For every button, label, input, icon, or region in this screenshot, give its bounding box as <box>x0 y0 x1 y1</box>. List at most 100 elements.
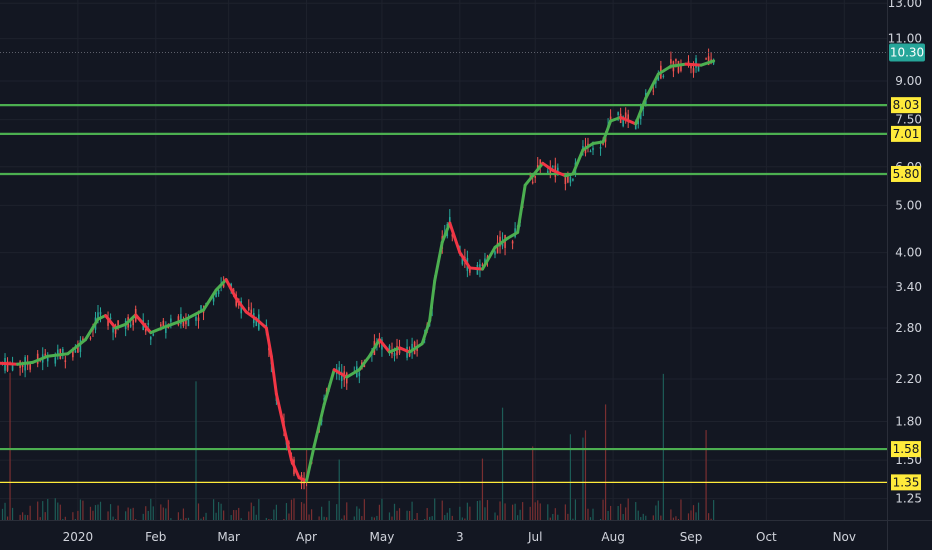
time-tick-label: Jul <box>527 530 542 544</box>
volume-bar <box>557 514 559 520</box>
volume-bar <box>338 459 340 520</box>
volume-bar <box>230 515 232 520</box>
volume-bar <box>670 509 672 520</box>
volume-bar <box>494 512 496 520</box>
volume-bar <box>479 500 481 520</box>
volume-bar <box>147 510 149 520</box>
volume-bar <box>64 516 66 520</box>
price-axis[interactable] <box>887 0 932 550</box>
volume-bar <box>640 517 642 520</box>
last-price-tag <box>889 43 925 62</box>
ma-segment <box>0 361 20 366</box>
volume-bar <box>37 501 39 520</box>
volume-bar <box>446 512 448 520</box>
price-tick-label: 4.00 <box>895 246 922 260</box>
volume-bar <box>414 519 416 520</box>
volume-bar <box>572 518 574 520</box>
volume-bar <box>534 502 536 520</box>
price-tick-label: 7.50 <box>895 113 922 127</box>
volume-bar <box>268 519 270 520</box>
ma-segment <box>516 183 527 234</box>
volume-bar <box>391 516 393 520</box>
volume-bar <box>165 508 167 520</box>
volume-bar <box>132 507 134 520</box>
volume-bar <box>223 510 225 520</box>
ma-segment <box>377 338 391 354</box>
volume-bar <box>426 508 428 520</box>
volume-bar <box>150 498 152 520</box>
ma-segment <box>357 354 371 372</box>
volume-bar <box>486 500 489 520</box>
time-tick-label: Feb <box>145 530 166 544</box>
price-tick-label: 13.00 <box>888 0 922 10</box>
ma-segment <box>448 221 462 255</box>
ma-segment <box>114 322 128 330</box>
volume-bar <box>77 510 79 520</box>
volume-bar <box>89 506 92 520</box>
volume-bar <box>589 517 592 520</box>
ma-segment <box>305 444 316 483</box>
volume-bar <box>675 516 677 520</box>
volume-bar <box>195 381 197 520</box>
volume-bar <box>416 513 418 520</box>
ma-segment <box>322 368 336 407</box>
volume-bar <box>9 372 11 520</box>
volume-bar <box>275 504 278 520</box>
ma-segment <box>684 62 703 67</box>
volume-bar <box>461 517 463 520</box>
time-tick-label: 2020 <box>63 530 94 544</box>
volume-bar <box>283 519 285 520</box>
ma-segment <box>669 62 688 68</box>
ma-segment <box>619 115 638 126</box>
time-axis-ticks[interactable]: 2020 Feb Mar Apr May 3 Jul Aug Sep Oct Nov <box>63 530 856 544</box>
volume-bar <box>303 503 305 520</box>
volume-bar <box>142 513 144 520</box>
volume-bar <box>202 516 205 520</box>
ma-segment <box>104 314 118 330</box>
ma-segment <box>202 288 218 312</box>
volume-bar <box>625 507 627 520</box>
volume-bar <box>657 500 659 520</box>
ma-segment <box>83 317 100 342</box>
volume-bar <box>564 504 566 520</box>
volume-bar <box>713 500 715 520</box>
volume-bar <box>180 518 182 520</box>
price-axis-tags: 8.03 7.01 5.80 1.58 1.35 10.30 <box>889 43 925 491</box>
volume-bar <box>310 509 313 520</box>
horizontal-levels[interactable] <box>0 104 887 483</box>
volume-bar <box>371 516 373 520</box>
price-tick-label: 2.80 <box>895 321 922 335</box>
ma-segment <box>480 245 497 271</box>
volume-bar <box>125 511 127 520</box>
volume-bar <box>449 508 451 520</box>
ma-segment <box>367 338 381 358</box>
volume-bar <box>692 505 695 520</box>
volume-bar <box>431 516 433 520</box>
volume-bar <box>4 502 6 520</box>
volume-bar <box>376 515 378 520</box>
volume-bar <box>130 508 132 520</box>
volume-bar <box>604 404 607 520</box>
volume-bar <box>205 512 207 520</box>
ma-segment <box>581 141 595 152</box>
volume-bar <box>152 506 154 520</box>
ma-segment <box>149 325 168 335</box>
volume-bar <box>464 518 466 520</box>
volume-bar <box>609 505 612 520</box>
volume-bar <box>250 502 252 520</box>
level-tag-label: 1.58 <box>893 442 920 456</box>
volume-bar <box>240 518 242 520</box>
volume-bar <box>607 510 609 520</box>
volume-bar <box>182 508 185 520</box>
volume-bar <box>554 508 556 520</box>
volume-bar <box>112 516 114 520</box>
volume-bar <box>451 515 453 520</box>
level-tag <box>891 97 921 114</box>
volume-bar <box>343 515 345 520</box>
volume-bar <box>504 503 506 520</box>
volume-bar <box>248 511 250 520</box>
volume-bar <box>57 502 59 520</box>
volume-bar <box>617 505 619 520</box>
volume-bar <box>353 516 355 520</box>
